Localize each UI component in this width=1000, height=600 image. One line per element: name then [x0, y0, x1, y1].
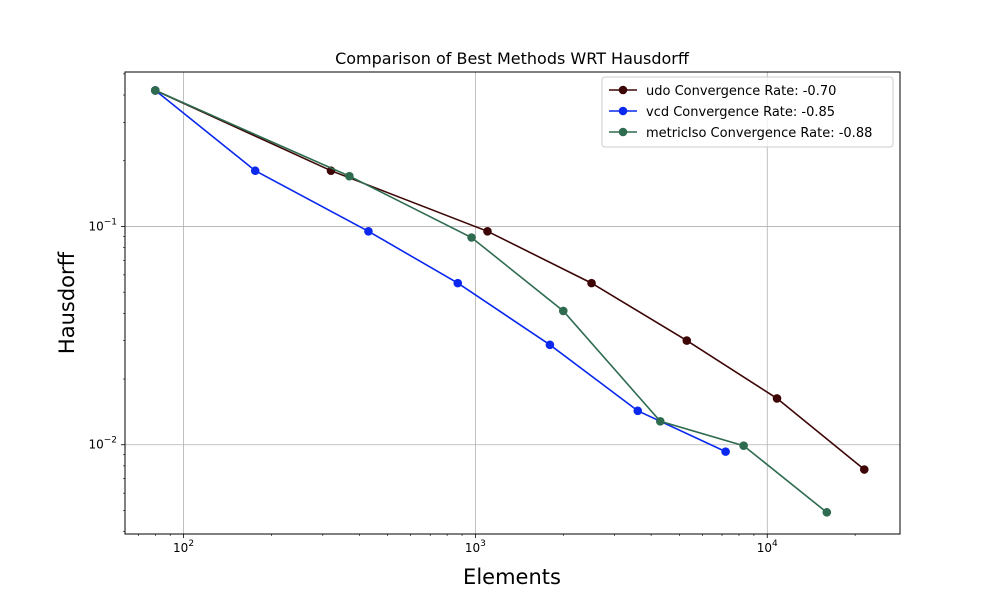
- data-point: [345, 171, 354, 181]
- chart-title: Comparison of Best Methods WRT Hausdorff: [335, 49, 690, 68]
- y-tick-label: 10−1: [88, 217, 117, 233]
- data-point: [633, 406, 643, 416]
- data-point: [250, 166, 260, 176]
- x-tick-label: 102: [173, 539, 194, 555]
- data-point: [822, 508, 832, 517]
- legend-label: metricIso Convergence Rate: -0.88: [646, 126, 872, 141]
- legend-marker: [618, 85, 628, 95]
- data-point: [150, 86, 160, 95]
- y-axis-label: Hausdorff: [55, 251, 79, 354]
- plot-frame: [124, 71, 901, 535]
- legend-box: [601, 76, 894, 148]
- data-point: [364, 227, 373, 236]
- data-point: [859, 465, 869, 474]
- series-layer: [150, 86, 869, 517]
- legend-marker: [618, 127, 628, 137]
- data-point: [721, 447, 730, 456]
- data-point: [655, 417, 665, 426]
- data-point: [739, 441, 748, 450]
- x-tick-label: 103: [465, 539, 486, 555]
- data-point: [467, 233, 476, 242]
- data-point: [545, 340, 555, 350]
- x-axis-label: Elements: [463, 565, 561, 589]
- data-point: [682, 336, 692, 345]
- legend-label: vcd Convergence Rate: -0.85: [646, 105, 835, 120]
- legend-marker: [618, 106, 628, 116]
- grid-lines: [125, 72, 900, 534]
- data-point: [587, 278, 596, 288]
- y-tick-label: 10−2: [88, 436, 117, 452]
- data-point: [453, 278, 463, 288]
- data-point: [558, 306, 568, 316]
- data-point: [772, 394, 782, 403]
- legend: udo Convergence Rate: -0.70 vcd Convergen…: [601, 76, 894, 148]
- x-tick-label: 104: [757, 539, 778, 555]
- axis-ticks: 102 103 104 10−2 10−1: [88, 73, 856, 555]
- legend-label: udo Convergence Rate: -0.70: [646, 84, 836, 99]
- data-point: [483, 227, 492, 236]
